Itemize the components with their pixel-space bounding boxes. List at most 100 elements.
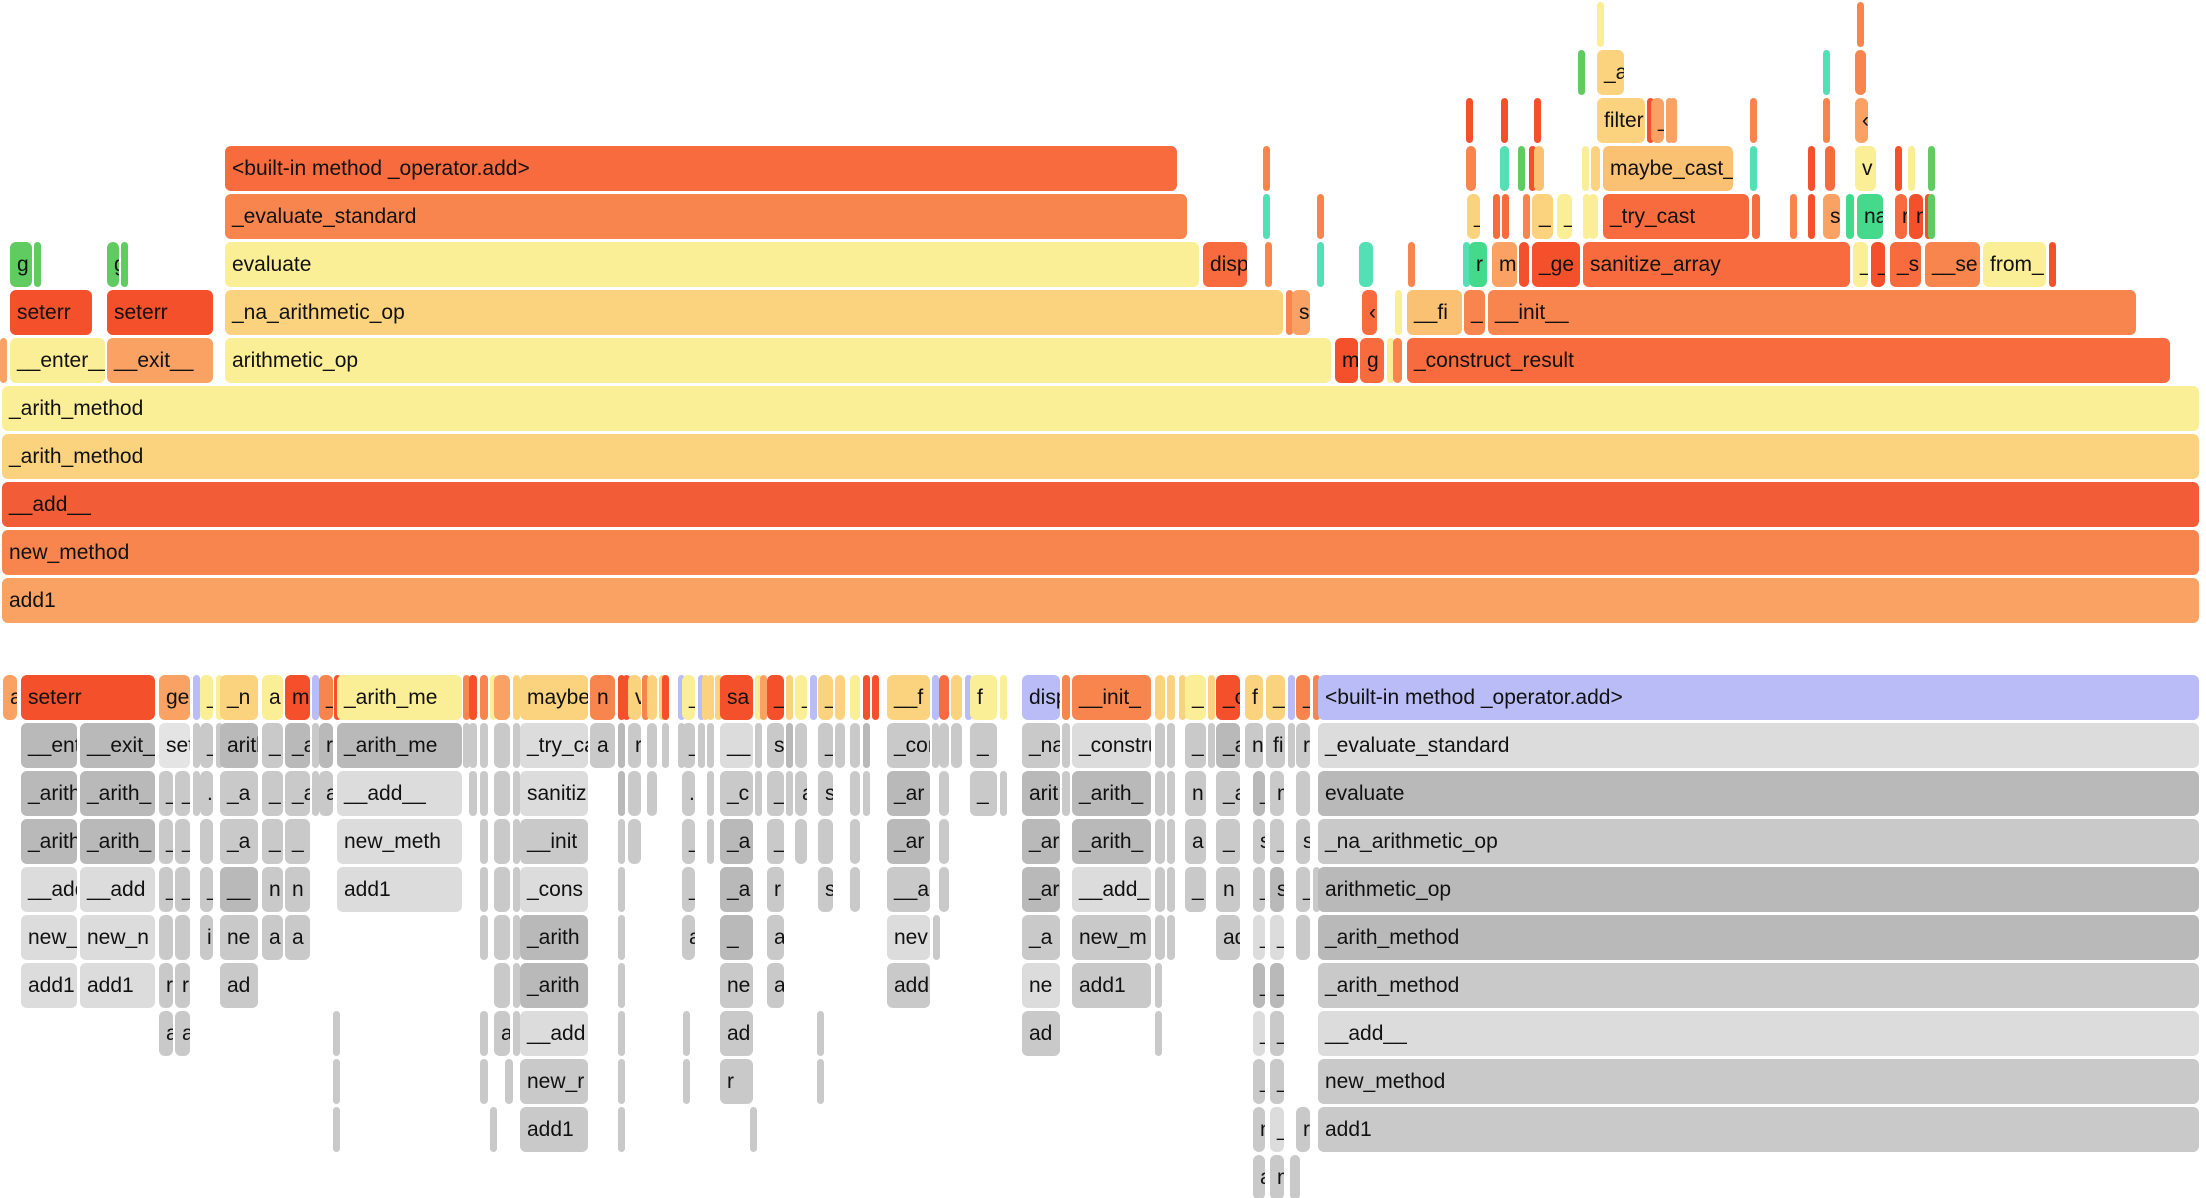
frame-bar[interactable] bbox=[1288, 675, 1295, 720]
frame-bar[interactable]: n bbox=[1270, 1155, 1284, 1198]
frame-bar[interactable] bbox=[1895, 146, 1902, 191]
frame-bar[interactable]: _ar bbox=[887, 771, 930, 816]
frame-bar[interactable] bbox=[1534, 146, 1544, 191]
frame-bar[interactable]: _arith_ bbox=[80, 771, 155, 816]
frame-bar[interactable]: a bbox=[262, 675, 283, 720]
frame-bar[interactable] bbox=[1463, 242, 1470, 287]
frame-bar[interactable] bbox=[1062, 723, 1070, 768]
frame-bar[interactable] bbox=[715, 675, 722, 720]
frame-bar[interactable]: _a bbox=[720, 867, 753, 912]
frame-bar[interactable]: _ bbox=[1253, 771, 1265, 816]
frame-bar[interactable]: _ bbox=[1253, 867, 1265, 912]
frame-bar[interactable] bbox=[618, 1107, 625, 1152]
frame-bar[interactable]: arithmetic_op bbox=[1318, 867, 2199, 912]
frame-bar[interactable] bbox=[618, 723, 625, 768]
frame-bar[interactable]: n bbox=[1216, 867, 1240, 912]
frame-bar[interactable] bbox=[1155, 915, 1165, 960]
frame-bar[interactable] bbox=[1846, 194, 1854, 239]
frame-bar[interactable] bbox=[193, 675, 200, 720]
frame-bar[interactable]: s bbox=[1253, 819, 1265, 864]
frame-bar[interactable]: _constr bbox=[887, 723, 930, 768]
frame-bar[interactable] bbox=[872, 675, 879, 720]
frame-bar[interactable] bbox=[513, 963, 520, 1008]
frame-bar[interactable]: _ bbox=[1185, 867, 1206, 912]
frame-bar[interactable]: arithmetic_op bbox=[220, 723, 258, 768]
frame-bar[interactable]: _a bbox=[285, 771, 310, 816]
frame-bar[interactable]: _ bbox=[795, 675, 807, 720]
frame-bar[interactable] bbox=[1296, 771, 1310, 816]
frame-bar[interactable] bbox=[193, 771, 200, 816]
frame-bar[interactable]: _na_arithmetic_op bbox=[1318, 819, 2199, 864]
frame-bar[interactable]: ne bbox=[220, 915, 258, 960]
frame-bar[interactable] bbox=[480, 1059, 488, 1104]
frame-bar[interactable] bbox=[647, 675, 657, 720]
frame-bar[interactable]: _ bbox=[1253, 963, 1265, 1008]
frame-bar[interactable]: m bbox=[285, 675, 310, 720]
frame-bar[interactable] bbox=[480, 867, 488, 912]
frame-bar[interactable]: _ bbox=[682, 867, 695, 912]
frame-bar[interactable]: _a bbox=[220, 771, 258, 816]
frame-bar[interactable] bbox=[863, 723, 870, 768]
frame-bar[interactable] bbox=[835, 723, 845, 768]
frame-bar[interactable]: disp bbox=[1022, 675, 1060, 720]
frame-bar[interactable] bbox=[863, 675, 870, 720]
frame-bar[interactable] bbox=[939, 723, 949, 768]
frame-bar[interactable] bbox=[494, 915, 510, 960]
frame-bar[interactable]: v bbox=[628, 675, 641, 720]
frame-bar[interactable] bbox=[939, 819, 949, 864]
frame-bar[interactable] bbox=[469, 723, 477, 768]
frame-bar[interactable] bbox=[678, 723, 685, 768]
frame-bar[interactable]: _ bbox=[262, 819, 283, 864]
frame-bar[interactable] bbox=[683, 1059, 690, 1104]
frame-bar[interactable] bbox=[707, 819, 714, 864]
frame-bar[interactable]: n bbox=[1245, 723, 1263, 768]
frame-bar[interactable] bbox=[1500, 146, 1509, 191]
frame-bar[interactable] bbox=[1647, 98, 1654, 143]
frame-bar[interactable]: r bbox=[628, 723, 641, 768]
frame-bar[interactable]: _ bbox=[1185, 723, 1206, 768]
frame-bar[interactable]: _ bbox=[1253, 1011, 1265, 1056]
frame-bar[interactable] bbox=[1408, 242, 1415, 287]
frame-bar[interactable] bbox=[707, 723, 714, 768]
frame-bar[interactable] bbox=[1466, 98, 1473, 143]
frame-bar[interactable] bbox=[1583, 194, 1590, 239]
frame-bar[interactable] bbox=[312, 675, 319, 720]
frame-bar[interactable]: s bbox=[818, 771, 833, 816]
frame-bar[interactable] bbox=[469, 675, 477, 720]
frame-bar[interactable]: sanitiz bbox=[520, 771, 588, 816]
frame-bar[interactable]: add1 bbox=[21, 963, 77, 1008]
frame-bar[interactable] bbox=[200, 819, 213, 864]
frame-bar[interactable]: add1 bbox=[1318, 1107, 2199, 1152]
frame-bar[interactable]: _arith_me bbox=[337, 723, 462, 768]
frame-bar[interactable] bbox=[463, 675, 470, 720]
frame-bar[interactable] bbox=[333, 1107, 340, 1152]
frame-bar[interactable] bbox=[1928, 194, 1935, 239]
frame-bar[interactable]: r bbox=[159, 963, 173, 1008]
frame-bar[interactable]: __init_ bbox=[1072, 675, 1151, 720]
frame-bar[interactable] bbox=[1670, 98, 1677, 143]
frame-bar[interactable] bbox=[1290, 1155, 1300, 1198]
frame-bar[interactable] bbox=[333, 1059, 340, 1104]
frame-bar[interactable]: add1 bbox=[1072, 963, 1151, 1008]
frame-bar[interactable] bbox=[1167, 723, 1175, 768]
frame-bar[interactable]: a bbox=[1253, 1155, 1265, 1198]
frame-bar[interactable] bbox=[494, 723, 510, 768]
frame-bar[interactable]: _ bbox=[682, 675, 695, 720]
frame-bar[interactable]: _ bbox=[285, 819, 310, 864]
frame-bar[interactable] bbox=[494, 963, 510, 1008]
frame-bar[interactable]: _ar bbox=[887, 819, 930, 864]
frame-bar[interactable] bbox=[863, 771, 870, 816]
frame-bar[interactable]: new_method bbox=[1318, 1059, 2199, 1104]
frame-bar[interactable] bbox=[1597, 2, 1604, 47]
frame-bar[interactable]: add1 bbox=[80, 963, 155, 1008]
frame-bar[interactable] bbox=[1501, 98, 1508, 143]
frame-bar[interactable] bbox=[618, 867, 625, 912]
frame-bar[interactable]: _ bbox=[818, 675, 833, 720]
frame-bar[interactable] bbox=[939, 771, 949, 816]
frame-bar[interactable] bbox=[312, 723, 319, 768]
frame-bar[interactable]: n bbox=[590, 675, 615, 720]
frame-bar[interactable]: _evaluate_standard bbox=[1318, 723, 2199, 768]
frame-bar[interactable]: __add__ bbox=[1318, 1011, 2199, 1056]
frame-bar[interactable]: _arith_me bbox=[337, 675, 462, 720]
frame-bar[interactable]: __ bbox=[720, 723, 753, 768]
